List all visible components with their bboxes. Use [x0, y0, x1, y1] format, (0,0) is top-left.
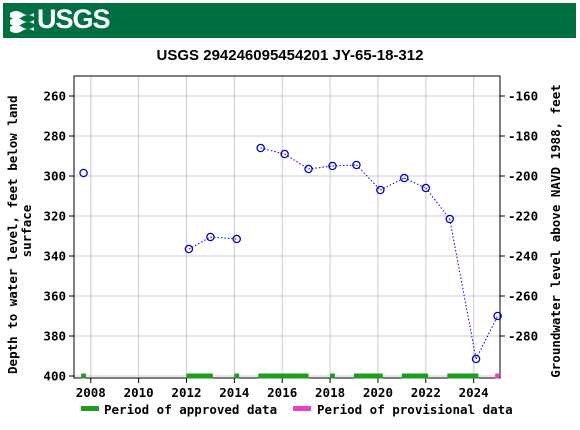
left-axis-label: Depth to water level, feet below land su…	[5, 88, 34, 374]
x-axis: 2008 2010 2012 2014 2016 2018 2020 2022 2024	[76, 378, 489, 400]
legend: Period of approved data Period of provis…	[81, 402, 513, 417]
series-segment	[284, 153, 309, 170]
chart-title: USGS 294246095454201 JY-65-18-312	[157, 47, 424, 64]
left-tick-label: 340	[43, 249, 66, 264]
approved-period-bar	[258, 373, 309, 379]
approved-period-bar	[234, 373, 240, 379]
data-point	[280, 149, 289, 159]
series-segment	[425, 187, 451, 220]
left-tick-label: 280	[43, 129, 66, 144]
usgs-wave-logo-icon	[10, 11, 34, 33]
x-tick-label: 2008	[76, 385, 106, 400]
data-point	[400, 173, 409, 183]
right-axis: -160 -180 -200 -220 -240 -260 -280	[500, 89, 538, 344]
approved-period-bar	[354, 373, 383, 379]
data-point	[376, 185, 385, 195]
series-points	[79, 143, 502, 364]
right-tick-label: -220	[508, 209, 538, 224]
x-tick-label: 2012	[171, 385, 201, 400]
x-tick-label: 2010	[124, 385, 154, 400]
legend-approved-swatch	[81, 406, 99, 411]
right-axis-label: Groundwater level above NAVD 1988, feet	[548, 84, 563, 378]
legend-provisional-label: Period of provisional data	[317, 402, 513, 417]
series-segment	[380, 177, 405, 191]
x-tick-label: 2024	[459, 385, 489, 400]
data-point	[471, 354, 481, 364]
approved-period-bar	[447, 373, 479, 379]
approved-period-bar	[81, 373, 86, 379]
data-point	[445, 214, 454, 224]
usgs-banner: USGS	[3, 3, 576, 38]
x-tick-label: 2014	[219, 385, 249, 400]
data-point	[79, 168, 88, 178]
x-tick-label: 2018	[315, 385, 345, 400]
right-tick-label: -280	[508, 329, 538, 344]
provisional-period-bar	[495, 373, 499, 379]
legend-provisional-swatch	[293, 406, 311, 411]
right-tick-label: -180	[508, 129, 538, 144]
grid-lines	[74, 76, 500, 378]
data-point	[184, 244, 194, 254]
x-tick-label: 2020	[363, 385, 393, 400]
series-lines	[188, 147, 499, 360]
approved-period-bar	[401, 373, 429, 379]
x-tick-label: 2016	[267, 385, 297, 400]
right-tick-label: -160	[508, 89, 538, 104]
left-tick-label: 360	[43, 289, 66, 304]
data-point	[421, 183, 431, 193]
usgs-logo-text: USGS	[37, 4, 111, 34]
header-banner-area: USGS	[0, 0, 580, 42]
series-segment	[475, 315, 499, 360]
left-tick-label: 260	[43, 89, 66, 104]
left-axis-label-line-1: Depth to water level, feet below land	[5, 96, 20, 374]
left-tick-label: 300	[43, 169, 66, 184]
plot-area-frame	[73, 75, 501, 379]
data-point	[206, 232, 215, 242]
data-point	[232, 234, 241, 244]
left-tick-label: 380	[43, 329, 66, 344]
data-point	[328, 161, 337, 171]
legend-approved-label: Period of approved data	[104, 402, 277, 417]
data-point	[304, 164, 313, 174]
right-tick-label: -260	[508, 289, 538, 304]
approved-period-bar	[186, 373, 213, 379]
right-tick-label: -200	[508, 169, 538, 184]
data-point	[352, 160, 361, 170]
series-segment	[449, 218, 477, 360]
series-segment	[356, 164, 381, 191]
left-tick-label: 320	[43, 209, 66, 224]
left-axis: 260 280 300 320 340 360 380 400	[43, 89, 74, 384]
approved-period-bar	[330, 373, 335, 379]
data-point	[493, 311, 502, 321]
data-point	[256, 143, 265, 153]
series-segment	[210, 236, 237, 240]
left-tick-label: 400	[43, 369, 66, 384]
x-tick-label: 2022	[411, 385, 441, 400]
right-tick-label: -240	[508, 249, 538, 264]
left-axis-label-line-2: surface	[19, 204, 34, 257]
period-bars	[81, 373, 499, 379]
